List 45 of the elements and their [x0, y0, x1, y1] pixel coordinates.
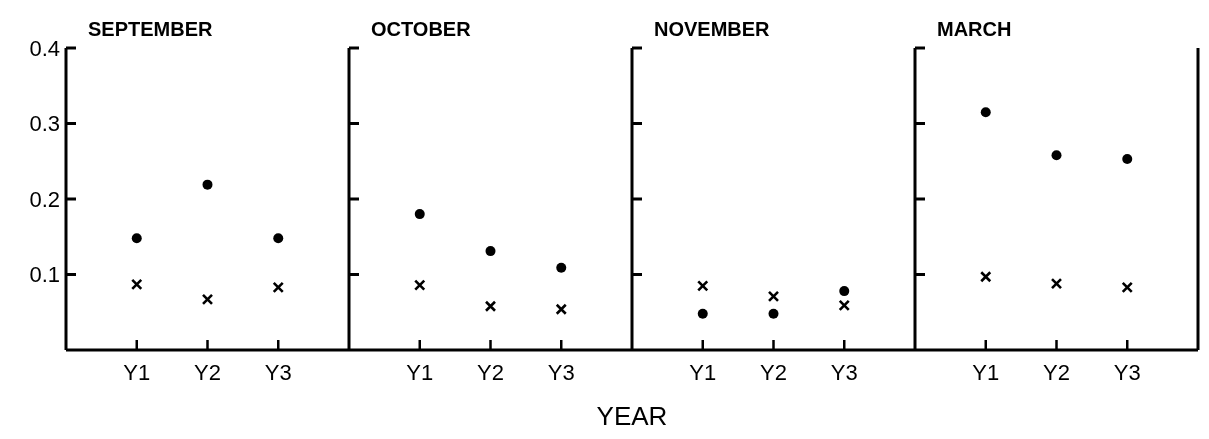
point — [485, 246, 496, 257]
point — [201, 293, 214, 306]
point — [696, 280, 709, 292]
x-axis-title: YEAR — [596, 401, 668, 431]
point — [979, 270, 992, 283]
x-tick-label: Y2 — [477, 360, 504, 385]
point — [839, 286, 850, 297]
y-tick-label: 0.4 — [29, 35, 60, 61]
x-tick-label: Y1 — [406, 360, 434, 385]
point — [414, 209, 425, 220]
x-tick-label: Y1 — [123, 360, 151, 385]
x-tick-label: Y2 — [760, 360, 787, 385]
chart-title: OCTOBER — [371, 18, 472, 40]
point — [555, 303, 568, 316]
x-tick-label: Y3 — [547, 360, 575, 385]
point — [202, 179, 213, 190]
x-tick-label: Y1 — [972, 360, 1000, 385]
point — [768, 308, 779, 319]
x-tick-label: Y3 — [1113, 360, 1141, 385]
point — [131, 233, 142, 244]
point — [1050, 277, 1063, 290]
point — [838, 299, 851, 312]
point — [272, 281, 285, 294]
point — [273, 233, 284, 244]
x-tick-label: Y2 — [1043, 360, 1070, 385]
point — [1122, 153, 1133, 164]
chart-title: NOVEMBER — [654, 18, 771, 40]
point — [980, 107, 991, 118]
y-tick-label: 0.1 — [29, 262, 60, 288]
point — [413, 279, 426, 291]
chart-title: SEPTEMBER — [88, 18, 214, 40]
point — [484, 300, 497, 313]
point — [1121, 281, 1134, 294]
chart-title: MARCH — [937, 18, 1012, 40]
point — [767, 290, 780, 303]
y-tick-label: 0.3 — [29, 111, 60, 137]
x-tick-label: Y3 — [830, 360, 858, 385]
point — [556, 262, 567, 273]
point — [697, 308, 708, 319]
x-tick-label: Y1 — [689, 360, 717, 385]
point — [1051, 150, 1062, 161]
point — [130, 278, 143, 291]
x-tick-label: Y3 — [264, 360, 292, 385]
y-tick-label: 0.2 — [29, 186, 60, 212]
x-tick-label: Y2 — [194, 360, 221, 385]
